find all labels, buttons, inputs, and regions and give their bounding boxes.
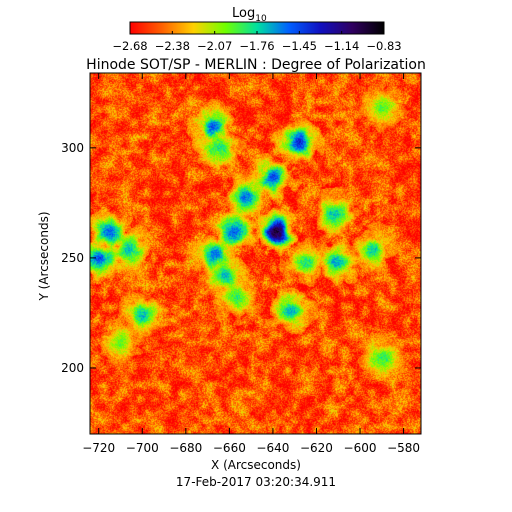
x-axis-label: X (Arcseconds) bbox=[211, 458, 301, 472]
colorbar-tick-label: −0.83 bbox=[366, 39, 401, 53]
map-image bbox=[90, 73, 421, 434]
y-tick-label: 250 bbox=[61, 251, 84, 265]
y-tick-label: 300 bbox=[61, 141, 84, 155]
figure-title: Hinode SOT/SP - MERLIN : Degree of Polar… bbox=[86, 57, 426, 73]
x-tick-label: −720 bbox=[82, 441, 115, 455]
colorbar-label-base: Log bbox=[232, 6, 255, 21]
colorbar-tick-label: −1.76 bbox=[239, 39, 274, 53]
y-axis-label: Y (Arcseconds) bbox=[37, 211, 51, 301]
colorbar-ticks: −2.68 −2.38 −2.07 −1.76 −1.45 −1.14 −0.83 bbox=[112, 31, 402, 53]
x-tick-label: −640 bbox=[256, 441, 289, 455]
colorbar-tick-label: −2.38 bbox=[155, 39, 190, 53]
x-tick-label: −580 bbox=[387, 441, 420, 455]
colorbar-label-subscript: 10 bbox=[255, 14, 267, 24]
colorbar-tick-label: −2.68 bbox=[112, 39, 147, 53]
map-frame bbox=[89, 72, 422, 435]
x-tick-label: −620 bbox=[300, 441, 333, 455]
y-tick-label: 200 bbox=[61, 361, 84, 375]
x-axis-ticks: −720 −700 −680 −660 −640 −620 −600 −580 bbox=[82, 73, 420, 455]
x-tick-label: −680 bbox=[169, 441, 202, 455]
x-tick-label: −600 bbox=[344, 441, 377, 455]
colorbar-tick-label: −1.45 bbox=[282, 39, 317, 53]
y-axis-ticks: 200 250 300 bbox=[61, 141, 421, 375]
polarization-map bbox=[89, 72, 422, 435]
timestamp: 17-Feb-2017 03:20:34.911 bbox=[176, 475, 336, 489]
colorbar-label: Log10 bbox=[232, 6, 267, 24]
x-tick-label: −660 bbox=[213, 441, 246, 455]
colorbar-tick-label: −2.07 bbox=[197, 39, 232, 53]
colorbar-tick-label: −1.14 bbox=[324, 39, 359, 53]
x-tick-label: −700 bbox=[126, 441, 159, 455]
